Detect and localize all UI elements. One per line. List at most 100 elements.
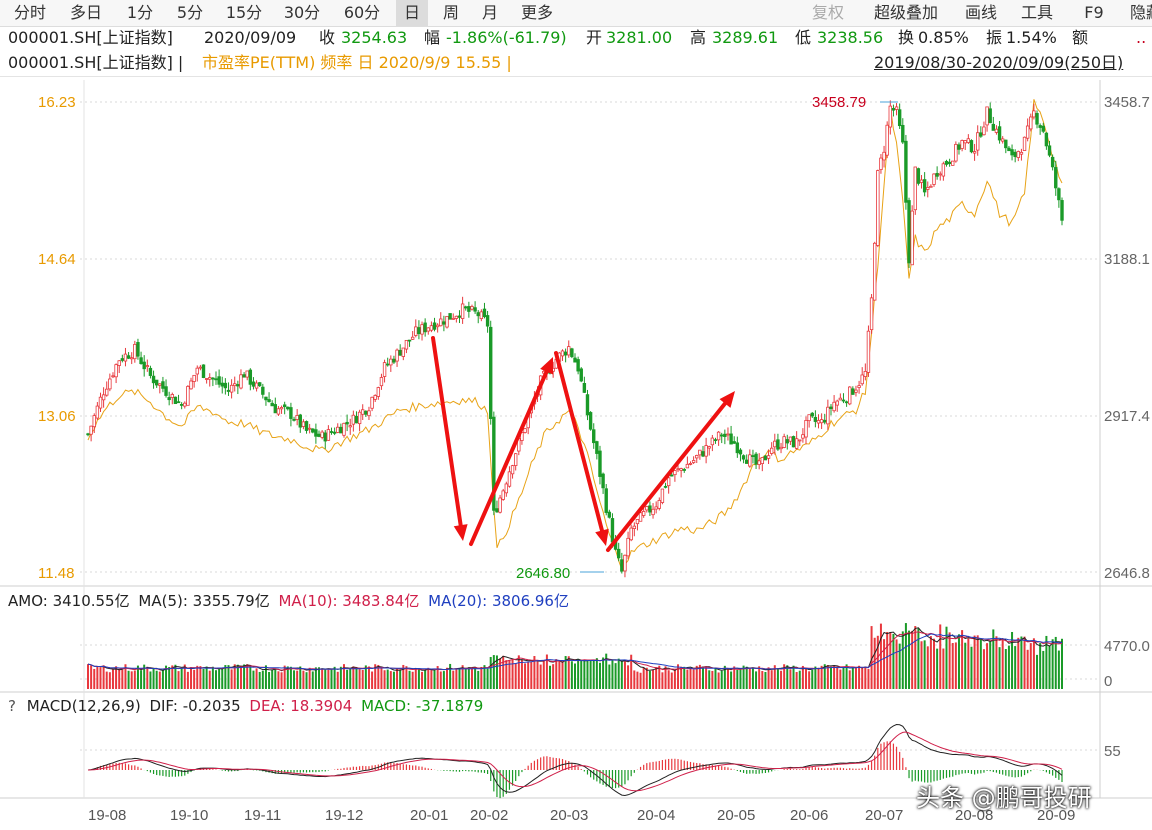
candle-body — [941, 163, 946, 177]
volume-bar — [764, 672, 767, 689]
volume-bar — [193, 669, 196, 689]
period-button-week[interactable]: 周 — [442, 3, 459, 22]
period-button-multiday[interactable]: 多日 — [69, 3, 102, 22]
volume-bar — [224, 665, 227, 689]
hide-button[interactable]: 隐藏 — [1129, 3, 1152, 22]
volume-bar — [820, 665, 823, 689]
volume-bar — [483, 665, 486, 689]
candle-body — [482, 308, 487, 318]
volume-bar — [898, 643, 901, 689]
candle-body — [151, 375, 156, 384]
volume-bar — [536, 661, 539, 689]
volume-bar — [792, 665, 795, 689]
candle-body — [195, 367, 199, 375]
volume-bar — [296, 670, 299, 689]
volume-bar — [414, 668, 417, 689]
f9-button[interactable]: F9 — [1084, 3, 1104, 22]
high-annotation: 3458.79 — [812, 94, 866, 111]
volume-bar — [327, 669, 330, 689]
volume-bar — [90, 665, 93, 689]
volume-bar — [380, 667, 383, 689]
candle-body — [779, 446, 783, 450]
pe-overlay-label[interactable]: 市盈率PE(TTM) 频率 日 2020/9/9 15.55 | — [202, 53, 512, 72]
candle-body — [645, 506, 649, 511]
volume-bar — [861, 668, 864, 689]
volume-bar — [105, 671, 108, 689]
quote-more-dots[interactable]: .. — [1136, 28, 1147, 47]
period-button-1min[interactable]: 1分 — [126, 3, 154, 22]
period-button-minute[interactable]: 分时 — [13, 3, 46, 22]
volume-bar — [658, 665, 661, 689]
volume-bar — [705, 666, 708, 689]
volume-bar — [867, 669, 870, 689]
volume-bar — [595, 658, 598, 689]
candle-body — [567, 346, 571, 356]
candle-body — [854, 389, 858, 393]
volume-bar — [505, 660, 508, 689]
volume-bar — [923, 640, 926, 689]
volume-bar — [221, 668, 224, 689]
low-annotation: 2646.80 — [516, 565, 570, 582]
volume-bar — [171, 665, 174, 689]
volume-bar — [986, 643, 989, 689]
candle-body — [991, 123, 996, 131]
volume-bar — [268, 671, 271, 689]
candle-body — [348, 425, 352, 428]
x-tick-label: 20-01 — [410, 807, 448, 824]
price-tick-label: 3458.7 — [1104, 94, 1150, 111]
volume-bar — [726, 667, 729, 689]
macd-help-icon[interactable]: ? — [8, 697, 16, 715]
candle-body — [204, 378, 209, 380]
candle-body — [1047, 145, 1052, 156]
volume-bar — [364, 665, 367, 689]
tools-button[interactable]: 工具 — [1020, 3, 1053, 22]
candle-body — [757, 460, 761, 466]
x-tick-label: 19-10 — [170, 807, 208, 824]
volume-bar — [96, 666, 99, 689]
period-button-day[interactable]: 日 — [396, 0, 428, 26]
period-button-more[interactable]: 更多 — [520, 3, 553, 22]
candle-body — [932, 173, 936, 185]
candle-body — [879, 157, 883, 170]
candle-body — [142, 361, 146, 370]
volume-bar — [574, 663, 576, 689]
candle-body — [1060, 200, 1064, 221]
period-button-5min[interactable]: 5分 — [176, 3, 204, 22]
candle-body — [304, 421, 309, 431]
volume-bar — [989, 641, 992, 689]
volume-bar — [190, 667, 193, 689]
period-button-month[interactable]: 月 — [481, 3, 498, 22]
volume-bar — [589, 660, 592, 689]
candle-body — [435, 324, 440, 328]
date-range[interactable]: 2019/08/30-2020/09/09(250日) — [874, 53, 1124, 72]
overlay-button[interactable]: 超级叠加 — [873, 3, 938, 22]
draw-button[interactable]: 画线 — [964, 3, 997, 22]
volume-bar — [161, 669, 164, 689]
volume-bars — [87, 623, 1063, 689]
volume-bar — [720, 670, 723, 689]
period-button-30min[interactable]: 30分 — [283, 3, 321, 22]
candle-body — [1019, 151, 1024, 155]
macd-dea: DEA: 18.3904 — [249, 697, 353, 715]
candle-body — [766, 455, 771, 459]
volume-bar — [908, 630, 911, 689]
candle-body — [370, 396, 374, 409]
candle-body — [170, 394, 174, 398]
candle-body — [966, 138, 971, 143]
candle-body — [813, 417, 818, 422]
volume-bar — [970, 646, 973, 689]
macd-legend: ? MACD(12,26,9) DIF: -0.2035 DEA: 18.390… — [8, 697, 483, 715]
period-button-15min[interactable]: 15分 — [225, 3, 263, 22]
candle-body — [1013, 151, 1017, 158]
volume-bar — [680, 666, 683, 689]
volume-bar — [926, 646, 929, 689]
candle-body — [189, 380, 193, 390]
volume-bar — [111, 669, 114, 689]
period-button-60min[interactable]: 60分 — [343, 3, 381, 22]
candle-body — [788, 436, 793, 442]
candle-body — [158, 383, 162, 386]
candle-body — [267, 399, 271, 403]
candle-body — [863, 371, 868, 377]
adjust-button[interactable]: 复权 — [811, 3, 844, 22]
